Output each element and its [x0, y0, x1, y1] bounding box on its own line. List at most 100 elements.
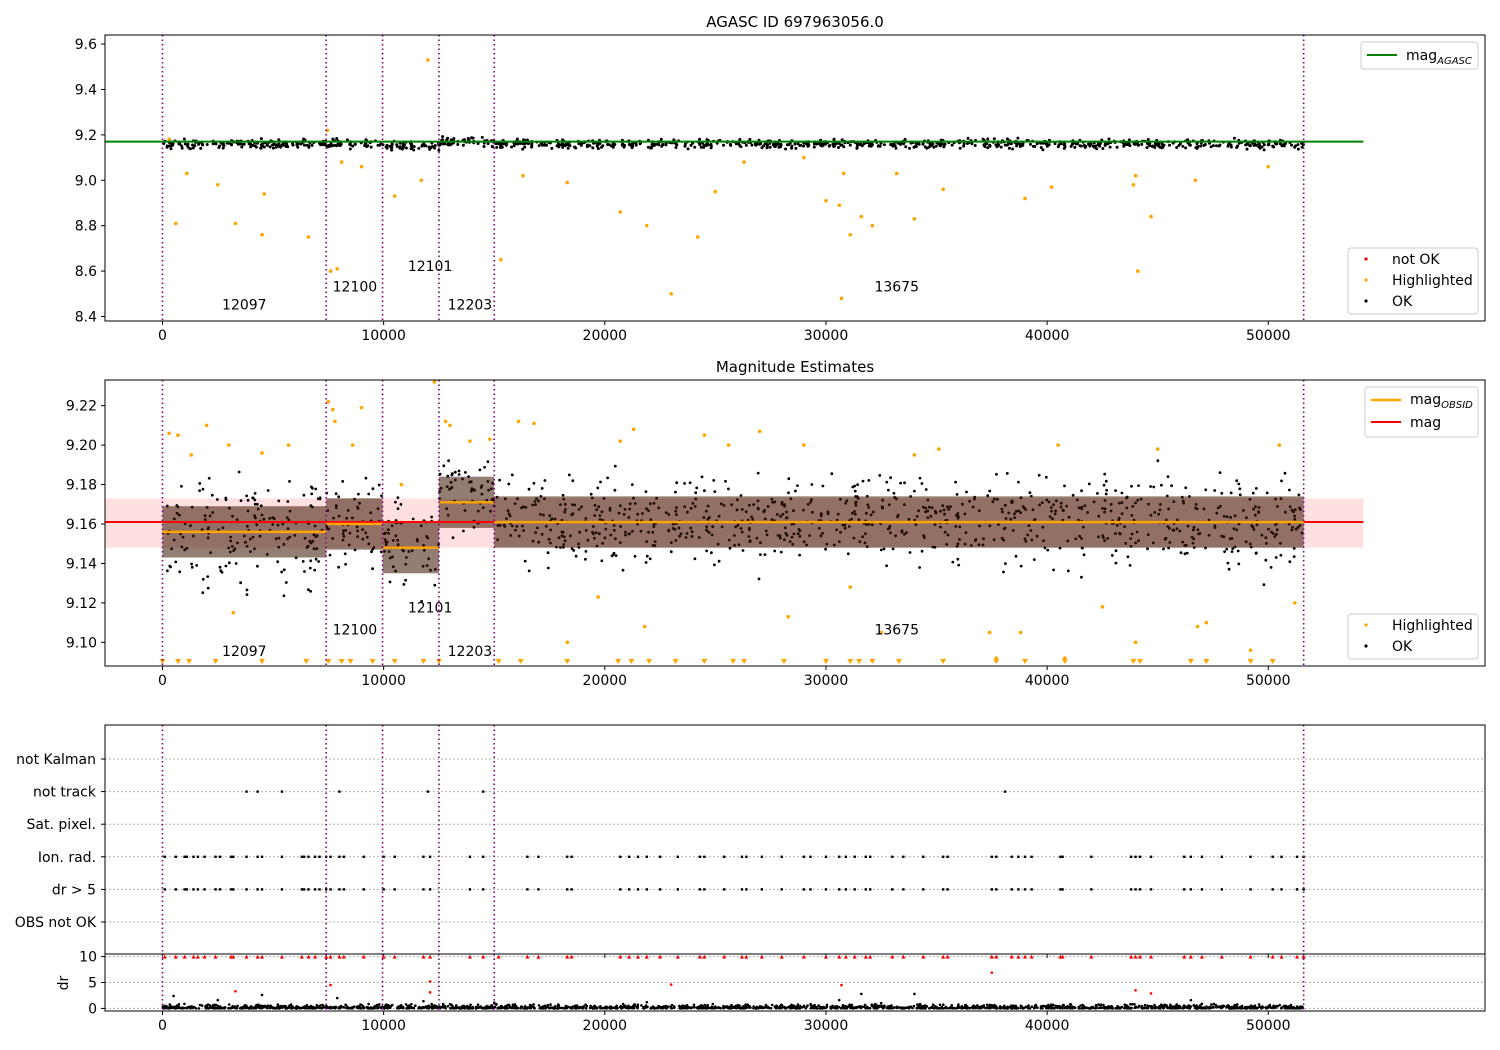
dr-ok-point	[261, 1004, 265, 1008]
flag-point	[468, 888, 472, 891]
magnitude-ok-point	[613, 488, 617, 492]
magnitude-ok-point	[645, 554, 649, 558]
dr-ok-point	[678, 1007, 682, 1010]
magnitude-y-tick-label: 9.12	[66, 596, 97, 612]
dr-ok-point	[1238, 1006, 1241, 1009]
dr-ok-point	[266, 1004, 270, 1007]
agasc-plot-area: 0 10000 20000 30000 40000 500008.48.68.89.09.…	[75, 35, 1364, 344]
magnitude-ok-point	[227, 561, 231, 565]
flag-point	[780, 855, 783, 858]
flag-point	[229, 888, 233, 891]
dr-ok-point	[716, 1006, 719, 1009]
magnitude-ok-point	[787, 491, 790, 495]
dr-capped-marker	[901, 954, 906, 959]
flag-point	[196, 888, 200, 891]
agasc-ok-point	[867, 144, 871, 148]
magnitude-ok-point	[988, 489, 992, 493]
dr-ok-point	[540, 1006, 544, 1010]
magnitude-highlighted-point	[286, 443, 291, 447]
flag-point	[537, 888, 540, 891]
agasc-ok-point	[1255, 143, 1259, 147]
agasc-ok-point	[1128, 144, 1132, 148]
dr-ok-point	[948, 1006, 951, 1010]
agasc-ok-point	[259, 137, 263, 141]
magnitude-limit-marker	[628, 659, 635, 664]
dr-ok-point	[380, 1005, 384, 1008]
dr-ok-point	[685, 1006, 688, 1010]
agasc-ok-point	[1293, 145, 1297, 149]
dr-ok-point	[200, 1004, 204, 1007]
magnitude-ok-point	[1292, 555, 1296, 558]
agasc-ok-point	[268, 145, 272, 149]
dr-ok-point	[495, 1002, 498, 1006]
agasc-highlighted-point	[335, 266, 340, 271]
flag-point	[698, 855, 702, 858]
dr-ok-point	[430, 1002, 434, 1006]
flag-point	[382, 888, 385, 891]
agasc-ok-point	[915, 142, 919, 146]
magnitude-highlighted-point	[532, 421, 536, 426]
flag-point	[218, 888, 222, 891]
agasc-ok-point	[1033, 144, 1037, 148]
dr-ok-point	[873, 1003, 876, 1007]
dr-ok-point	[766, 1006, 770, 1009]
dr-ok-point	[1207, 1007, 1211, 1010]
dr-ok-point	[819, 1005, 823, 1009]
magnitude-limit-marker	[940, 659, 947, 664]
agasc-ok-point	[564, 142, 568, 146]
flag-point	[941, 855, 945, 858]
agasc-ok-point	[345, 138, 349, 142]
dr-ok-point	[469, 1003, 472, 1007]
flag-point	[300, 888, 304, 891]
dr-capped-marker	[759, 954, 764, 959]
dr-capped-marker	[1279, 954, 1284, 959]
dr-ok-point	[968, 1007, 972, 1010]
flag-point	[382, 855, 385, 858]
agasc-ok-point	[932, 145, 936, 149]
dr-ok-point	[599, 1005, 602, 1008]
dr-ok-point	[659, 1005, 663, 1009]
flag-point	[300, 855, 304, 858]
dr-ok-point	[905, 1006, 908, 1009]
magnitude-ok-point	[683, 482, 686, 485]
agasc-ok-point	[686, 147, 690, 151]
flag-point	[1271, 888, 1274, 891]
dr-ok-point	[809, 1007, 813, 1010]
dr-ok-point	[1264, 1006, 1267, 1009]
dr-capped-marker	[921, 954, 926, 959]
dr-ok-point	[1130, 1006, 1133, 1010]
agasc-ok-point	[193, 144, 197, 148]
magnitude-ok-point	[885, 564, 888, 568]
dr-ok-point	[1114, 1006, 1117, 1010]
agasc-ok-point	[437, 148, 441, 152]
dr-ok-point	[1211, 1006, 1214, 1009]
flag-point	[1059, 888, 1062, 891]
magnitude-ok-point	[759, 553, 762, 556]
flag-point	[329, 855, 332, 858]
flag-point	[891, 855, 894, 858]
agasc-x-tick-label: 10000	[361, 328, 406, 344]
dr-ok-point	[1123, 1003, 1126, 1006]
magnitude-ok-point	[1183, 552, 1187, 556]
flag-category-label: OBS not OK	[15, 915, 97, 931]
agasc-ok-point	[410, 147, 414, 150]
magnitude-limit-marker	[780, 659, 787, 664]
dr-ok-point	[865, 1005, 869, 1009]
dr-capped-marker	[260, 954, 265, 959]
dr-capped-marker	[231, 954, 236, 959]
dr-not-ok-point	[1134, 988, 1137, 992]
dr-ok-point	[1286, 1006, 1289, 1009]
dr-ok-point	[549, 1003, 552, 1006]
agasc-ok-point	[1137, 143, 1140, 147]
magnitude-ok-point	[313, 568, 317, 572]
dr-ok-point	[454, 1006, 458, 1010]
dr-ok-point	[197, 1007, 201, 1010]
agasc-ok-point	[302, 143, 306, 147]
dr-x-tick-label: 50000	[1246, 1018, 1291, 1034]
magnitude-ok-point	[644, 490, 648, 493]
agasc-ok-point	[771, 142, 775, 146]
magnitude-ok-point	[1218, 471, 1222, 474]
magnitude-ok-point	[899, 481, 902, 485]
dr-capped-marker	[843, 954, 848, 959]
agasc-ok-point	[171, 142, 175, 146]
